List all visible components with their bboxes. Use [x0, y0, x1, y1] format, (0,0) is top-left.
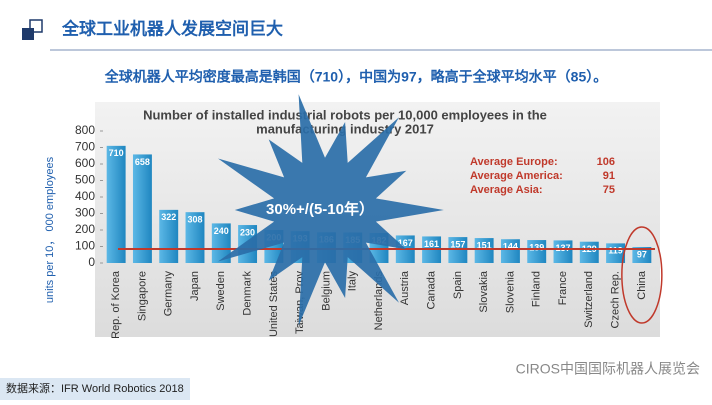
x-tick-label: Sweden [215, 271, 227, 311]
subheading: 全球机器人平均密度最高是韩国（710），中国为97，略高于全球平均水平（85）。 [104, 69, 608, 85]
bar [106, 145, 126, 263]
bar [132, 154, 152, 263]
x-tick-label: China [636, 270, 648, 300]
x-tick-label: Japan [189, 271, 201, 301]
x-tick-label: Rep. of Korea [110, 270, 122, 339]
bar [448, 237, 468, 263]
bar [500, 239, 520, 263]
annotation: 30%+/(5-10年） [266, 200, 374, 218]
bar [474, 238, 494, 263]
y-tick-label: 800 [75, 123, 95, 137]
data-label: 144 [503, 242, 518, 252]
data-label: 139 [529, 242, 544, 252]
average-label: Average Europe: [470, 156, 558, 168]
x-tick-label: Slovenia [504, 270, 516, 313]
icon [29, 19, 43, 33]
y-tick-label: 300 [75, 206, 95, 220]
average-value: 75 [603, 184, 615, 196]
data-label: 710 [109, 148, 124, 158]
x-tick-label: United States [268, 271, 280, 338]
data-label: 137 [555, 243, 570, 253]
starburst [218, 94, 444, 326]
average-label: Average Asia: [470, 184, 543, 196]
y-tick-label: 600 [75, 156, 95, 170]
data-label: 161 [424, 239, 439, 249]
source-box [0, 378, 190, 400]
bar [579, 241, 599, 263]
y-tick-label: 100 [75, 239, 95, 253]
y-tick-label: 200 [75, 222, 95, 236]
y-tick-label: 500 [75, 173, 95, 187]
x-tick-label: Germany [163, 271, 175, 317]
average-value: 91 [603, 170, 615, 182]
x-tick-label: Switzerland [583, 271, 595, 328]
watermark: CIROS中国国际机器人展览会 [516, 361, 700, 377]
average-value: 106 [597, 156, 615, 168]
x-tick-label: Austria [399, 270, 411, 305]
highlight-circle [621, 226, 663, 324]
data-label: 119 [608, 246, 623, 256]
data-label: 97 [637, 249, 647, 259]
icon [22, 28, 34, 40]
x-tick-label: Czech Rep. [609, 271, 621, 328]
x-tick-label: France [557, 271, 569, 305]
data-label: 151 [477, 240, 492, 250]
bar [185, 212, 205, 263]
data-label: 308 [187, 215, 202, 225]
data-label: 157 [450, 239, 465, 249]
x-tick-label: Italy [347, 271, 359, 292]
x-tick-label: Spain [452, 271, 464, 299]
data-label: 658 [135, 157, 150, 167]
x-tick-label: Slovakia [478, 270, 490, 312]
x-tick-label: Singapore [136, 271, 148, 321]
x-tick-label: Finland [531, 271, 543, 307]
chart-title: Number of installed industrial robots pe… [143, 107, 547, 122]
heading: 全球工业机器人发展空间巨大 [61, 18, 283, 38]
bar [527, 240, 547, 263]
y-tick-label: 0 [88, 255, 95, 269]
data-label: 322 [161, 212, 176, 222]
y-tick-label: 700 [75, 140, 95, 154]
bar [553, 240, 573, 263]
x-tick-label: Denmark [241, 271, 253, 316]
data-label: 240 [214, 226, 229, 236]
x-tick-label: Belgium [320, 271, 332, 311]
data-label: 167 [398, 238, 413, 248]
bar [211, 223, 231, 263]
average-label: Average America: [470, 170, 563, 182]
bar [632, 246, 652, 263]
y-tick-label: 400 [75, 189, 95, 203]
source: 数据来源：IFR World Robotics 2018 [6, 381, 184, 395]
x-tick-label: Canada [425, 270, 437, 309]
y-axis-label: units per 10， 000 employees [44, 156, 56, 303]
data-label: 230 [240, 227, 255, 237]
